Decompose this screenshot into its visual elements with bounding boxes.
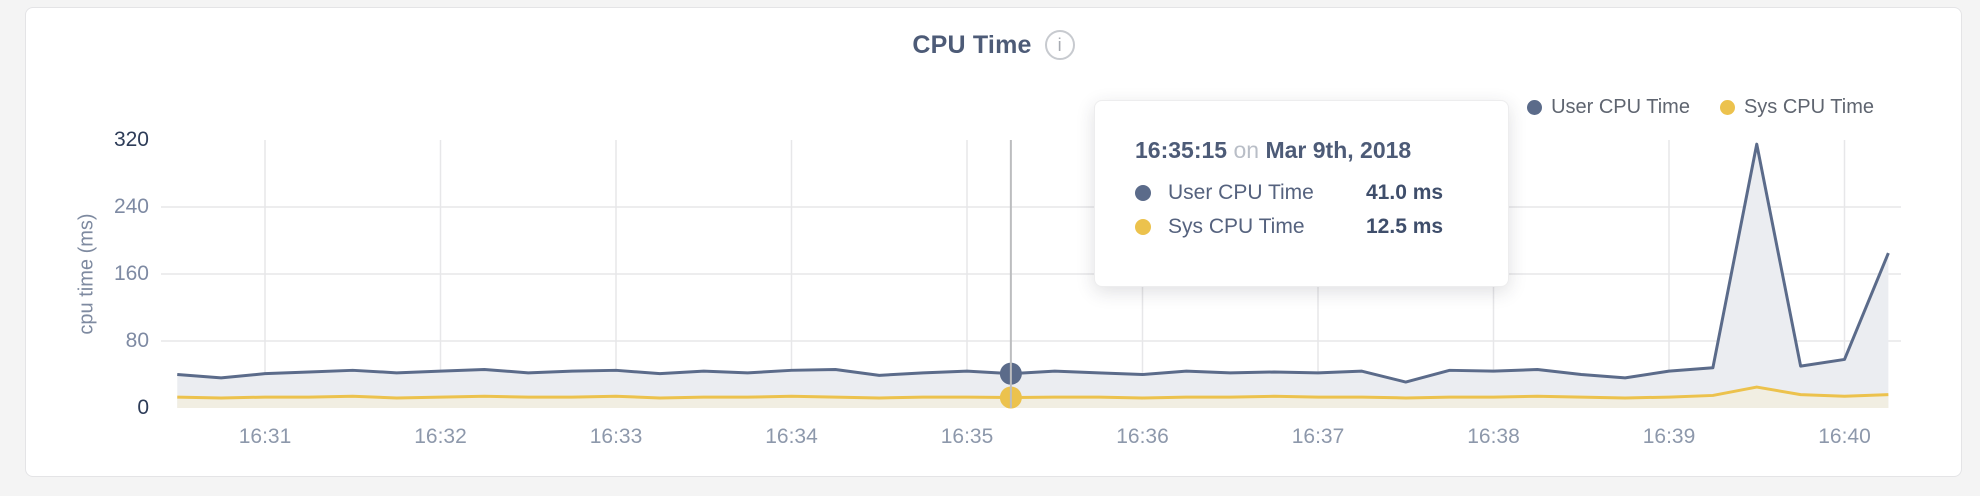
chart-title: CPU Time bbox=[912, 30, 1032, 59]
tooltip-rows: User CPU Time 41.0 ms Sys CPU Time 12.5 ms bbox=[1135, 180, 1478, 240]
chart-tooltip: 16:35:15 on Mar 9th, 2018 User CPU Time 4… bbox=[1094, 100, 1509, 287]
x-tick: 16:40 bbox=[1818, 425, 1871, 448]
tooltip-series-label: Sys CPU Time bbox=[1168, 215, 1305, 238]
legend-dot-icon bbox=[1527, 100, 1543, 115]
chart-header: CPU Time i bbox=[26, 30, 1961, 60]
legend-item[interactable]: Sys CPU Time bbox=[1719, 96, 1874, 119]
legend-item[interactable]: User CPU Time bbox=[1527, 96, 1690, 119]
legend-item-label: Sys CPU Time bbox=[1743, 96, 1874, 118]
tooltip-series-value: 12.5 ms bbox=[1366, 215, 1444, 238]
x-tick: 16:35 bbox=[940, 425, 994, 448]
tooltip-date: Mar 9th, 2018 bbox=[1265, 137, 1412, 163]
tooltip-connector: on bbox=[1233, 137, 1260, 163]
tooltip-row: Sys CPU Time 12.5 ms bbox=[1135, 214, 1478, 240]
y-tick: 320 bbox=[113, 128, 149, 151]
info-icon[interactable]: i bbox=[1044, 30, 1075, 60]
chart-plot[interactable] bbox=[26, 8, 1963, 478]
tooltip-series-dot-icon bbox=[1135, 185, 1151, 201]
user-cpu-area bbox=[177, 144, 1889, 408]
chart-card: CPU Time i User CPU Time Sys CPU Time cpu… bbox=[25, 7, 1962, 477]
x-tick: 16:36 bbox=[1116, 425, 1169, 448]
tooltip-time: 16:35:15 bbox=[1135, 137, 1228, 163]
sys-cpu-line bbox=[177, 385, 1889, 400]
tooltip-series-label: User CPU Time bbox=[1168, 181, 1314, 204]
tooltip-row: User CPU Time 41.0 ms bbox=[1135, 180, 1478, 206]
x-tick: 16:34 bbox=[765, 425, 818, 448]
x-tick: 16:31 bbox=[238, 425, 292, 448]
y-tick: 0 bbox=[137, 396, 149, 419]
x-tick: 16:38 bbox=[1467, 425, 1520, 448]
legend-item-label: User CPU Time bbox=[1551, 96, 1690, 118]
tooltip-header: 16:35:15 on Mar 9th, 2018 bbox=[1135, 137, 1478, 164]
y-tick: 240 bbox=[113, 195, 149, 218]
legend-dot-icon bbox=[1719, 100, 1735, 115]
user-cpu-line bbox=[177, 142, 1890, 384]
y-tick: 80 bbox=[125, 329, 149, 352]
x-tick: 16:39 bbox=[1642, 425, 1696, 448]
tooltip-series-dot-icon bbox=[1135, 219, 1151, 235]
legend: User CPU Time Sys CPU Time bbox=[1527, 96, 1874, 119]
y-tick: 160 bbox=[113, 262, 149, 285]
tooltip-series-value: 41.0 ms bbox=[1366, 181, 1444, 204]
x-tick: 16:37 bbox=[1291, 425, 1345, 448]
x-tick: 16:32 bbox=[414, 425, 467, 448]
x-tick: 16:33 bbox=[589, 425, 643, 448]
